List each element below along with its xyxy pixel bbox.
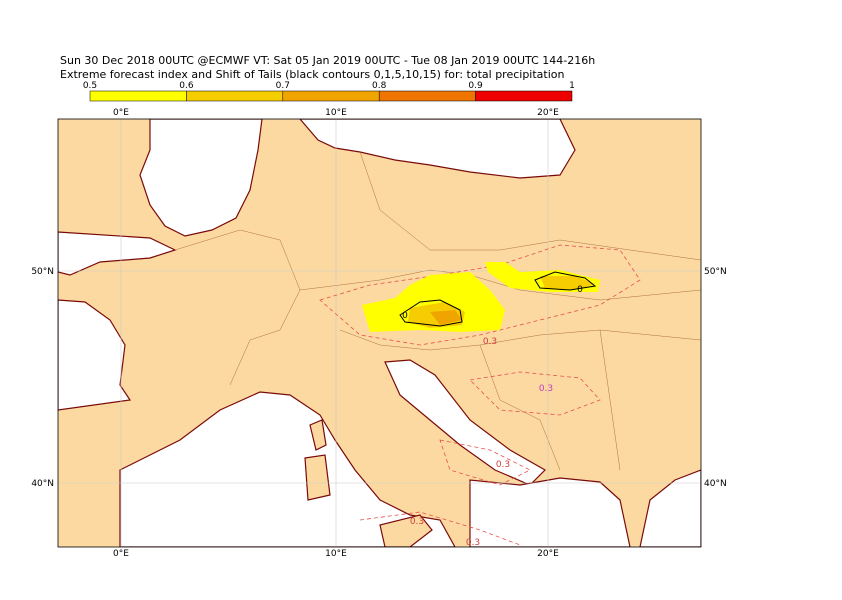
islands — [304, 419, 433, 547]
graticule — [58, 119, 701, 547]
lat-label: 40°N — [31, 479, 54, 489]
title-line-2: Extreme forecast index and Shift of Tail… — [60, 68, 565, 81]
lat-label: 50°N — [704, 267, 727, 277]
seas — [58, 119, 701, 547]
contour-label: 0.3 — [496, 460, 510, 470]
lat-label: 40°N — [704, 479, 727, 489]
lon-label: 20°E — [537, 549, 559, 559]
lat-label: 50°N — [31, 267, 54, 277]
colorbar-segment — [186, 90, 284, 102]
contour-label: 0 — [402, 311, 408, 321]
colorbar-label: 0.7 — [276, 81, 290, 91]
borders — [174, 151, 701, 471]
black-contours — [399, 271, 597, 327]
contour-label: 0.3 — [539, 384, 553, 394]
colorbar-segment — [378, 90, 476, 102]
colorbar-segment — [282, 90, 380, 102]
lon-label: 10°E — [325, 549, 347, 559]
contour-label: 0.3 — [466, 538, 480, 548]
contour-label: 0.3 — [483, 337, 497, 347]
lon-label: 10°E — [325, 108, 347, 118]
colorbar-label: 0.6 — [179, 81, 194, 91]
map-area: 0 0 0.3 0.3 0.3 0.3 0.3 — [58, 119, 701, 548]
colorbar-label: 0.5 — [83, 81, 97, 91]
colorbar-label: 1 — [569, 81, 575, 91]
colorbar-segment — [89, 90, 187, 102]
title-line-1: Sun 30 Dec 2018 00UTC @ECMWF VT: Sat 05 … — [60, 54, 595, 67]
map-frame — [57, 118, 702, 548]
lon-label: 0°E — [113, 549, 129, 559]
contour-label: 0 — [577, 285, 583, 295]
contour-label: 0.3 — [410, 517, 424, 527]
colorbar-segment — [475, 90, 573, 102]
colorbar-label: 0.9 — [468, 81, 483, 91]
lon-label: 20°E — [537, 108, 559, 118]
colorbar-label: 0.8 — [372, 81, 387, 91]
lon-label: 0°E — [113, 108, 129, 118]
